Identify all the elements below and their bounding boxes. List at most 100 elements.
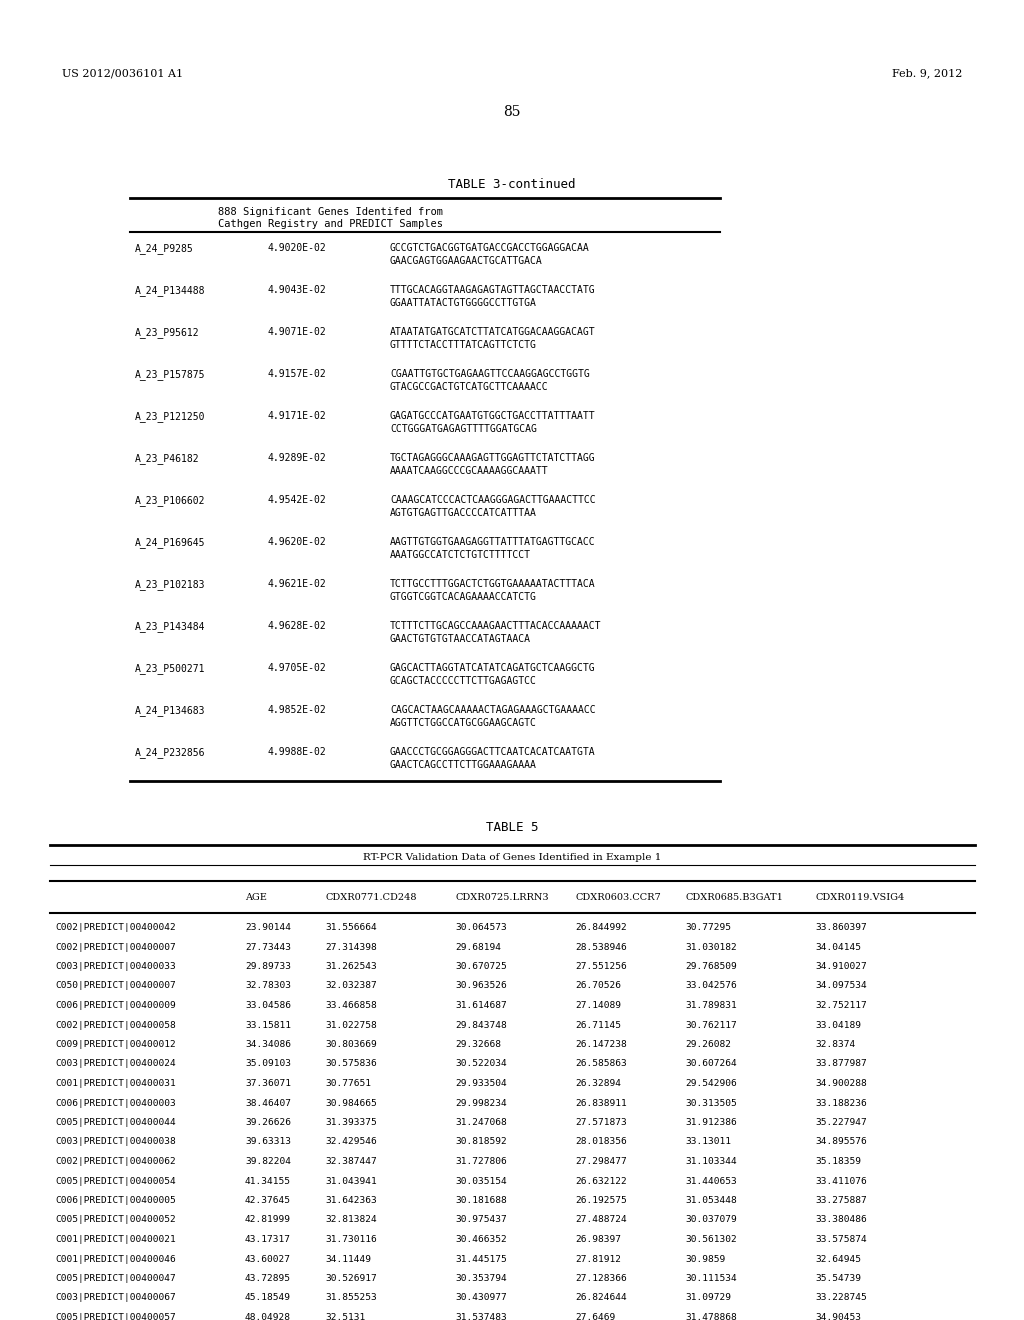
Text: GTGGTCGGTCACAGAAAACCATCTG: GTGGTCGGTCACAGAAAACCATCTG bbox=[390, 591, 537, 602]
Text: AGE: AGE bbox=[245, 894, 267, 902]
Text: 31.537483: 31.537483 bbox=[455, 1313, 507, 1320]
Text: 34.097534: 34.097534 bbox=[815, 982, 866, 990]
Text: 31.556664: 31.556664 bbox=[325, 923, 377, 932]
Text: CDXR0119.VSIG4: CDXR0119.VSIG4 bbox=[815, 894, 904, 902]
Text: A_24_P232856: A_24_P232856 bbox=[135, 747, 206, 758]
Text: 26.838911: 26.838911 bbox=[575, 1098, 627, 1107]
Text: C002|PREDICT|00400007: C002|PREDICT|00400007 bbox=[55, 942, 176, 952]
Text: A_23_P143484: A_23_P143484 bbox=[135, 620, 206, 632]
Text: A_24_P134683: A_24_P134683 bbox=[135, 705, 206, 715]
Text: 32.752117: 32.752117 bbox=[815, 1001, 866, 1010]
Text: AGGTTCTGGCCATGCGGAAGCAGTC: AGGTTCTGGCCATGCGGAAGCAGTC bbox=[390, 718, 537, 729]
Text: 4.9289E-02: 4.9289E-02 bbox=[268, 453, 327, 463]
Text: 33.188236: 33.188236 bbox=[815, 1098, 866, 1107]
Text: Feb. 9, 2012: Feb. 9, 2012 bbox=[892, 69, 962, 78]
Text: A_23_P102183: A_23_P102183 bbox=[135, 579, 206, 590]
Text: A_24_P169645: A_24_P169645 bbox=[135, 537, 206, 548]
Text: AGTGTGAGTTGACCCCATCATTTAA: AGTGTGAGTTGACCCCATCATTTAA bbox=[390, 508, 537, 517]
Text: 33.877987: 33.877987 bbox=[815, 1060, 866, 1068]
Text: C006|PREDICT|00400003: C006|PREDICT|00400003 bbox=[55, 1098, 176, 1107]
Text: GAGCACTTAGGTATCATATCAGATGCTCAAGGCTG: GAGCACTTAGGTATCATATCAGATGCTCAAGGCTG bbox=[390, 663, 596, 673]
Text: 31.393375: 31.393375 bbox=[325, 1118, 377, 1127]
Text: 31.247068: 31.247068 bbox=[455, 1118, 507, 1127]
Text: 30.77295: 30.77295 bbox=[685, 923, 731, 932]
Text: 30.466352: 30.466352 bbox=[455, 1236, 507, 1243]
Text: 30.803669: 30.803669 bbox=[325, 1040, 377, 1049]
Text: 30.670725: 30.670725 bbox=[455, 962, 507, 972]
Text: CAAAGCATCCCACTCAAGGGAGACTTGAAACTTCC: CAAAGCATCCCACTCAAGGGAGACTTGAAACTTCC bbox=[390, 495, 596, 506]
Text: 33.04586: 33.04586 bbox=[245, 1001, 291, 1010]
Text: 27.298477: 27.298477 bbox=[575, 1158, 627, 1166]
Text: 23.90144: 23.90144 bbox=[245, 923, 291, 932]
Text: GTTTTCTACCTTTATCAGTTCTCTG: GTTTTCTACCTTTATCAGTTCTCTG bbox=[390, 341, 537, 350]
Text: 33.042576: 33.042576 bbox=[685, 982, 736, 990]
Text: 32.78303: 32.78303 bbox=[245, 982, 291, 990]
Text: A_23_P106602: A_23_P106602 bbox=[135, 495, 206, 506]
Text: C002|PREDICT|00400042: C002|PREDICT|00400042 bbox=[55, 923, 176, 932]
Text: 35.09103: 35.09103 bbox=[245, 1060, 291, 1068]
Text: 27.14089: 27.14089 bbox=[575, 1001, 621, 1010]
Text: 42.37645: 42.37645 bbox=[245, 1196, 291, 1205]
Text: 34.34086: 34.34086 bbox=[245, 1040, 291, 1049]
Text: 26.32894: 26.32894 bbox=[575, 1078, 621, 1088]
Text: 26.824644: 26.824644 bbox=[575, 1294, 627, 1303]
Text: C002|PREDICT|00400062: C002|PREDICT|00400062 bbox=[55, 1158, 176, 1166]
Text: 31.730116: 31.730116 bbox=[325, 1236, 377, 1243]
Text: C003|PREDICT|00400033: C003|PREDICT|00400033 bbox=[55, 962, 176, 972]
Text: 31.614687: 31.614687 bbox=[455, 1001, 507, 1010]
Text: 33.380486: 33.380486 bbox=[815, 1216, 866, 1225]
Text: C001|PREDICT|00400046: C001|PREDICT|00400046 bbox=[55, 1254, 176, 1263]
Text: 30.975437: 30.975437 bbox=[455, 1216, 507, 1225]
Text: 26.98397: 26.98397 bbox=[575, 1236, 621, 1243]
Text: 31.445175: 31.445175 bbox=[455, 1254, 507, 1263]
Text: C009|PREDICT|00400012: C009|PREDICT|00400012 bbox=[55, 1040, 176, 1049]
Text: 31.478868: 31.478868 bbox=[685, 1313, 736, 1320]
Text: TGCTAGAGGGCAAAGAGTTGGAGTTCTATCTTAGG: TGCTAGAGGGCAAAGAGTTGGAGTTCTATCTTAGG bbox=[390, 453, 596, 463]
Text: 35.18359: 35.18359 bbox=[815, 1158, 861, 1166]
Text: GGAATTATACTGTGGGGCCTTGTGA: GGAATTATACTGTGGGGCCTTGTGA bbox=[390, 298, 537, 308]
Text: 29.26082: 29.26082 bbox=[685, 1040, 731, 1049]
Text: 26.585863: 26.585863 bbox=[575, 1060, 627, 1068]
Text: 33.575874: 33.575874 bbox=[815, 1236, 866, 1243]
Text: 29.542906: 29.542906 bbox=[685, 1078, 736, 1088]
Text: 26.844992: 26.844992 bbox=[575, 923, 627, 932]
Text: C006|PREDICT|00400005: C006|PREDICT|00400005 bbox=[55, 1196, 176, 1205]
Text: 32.5131: 32.5131 bbox=[325, 1313, 366, 1320]
Text: 37.36071: 37.36071 bbox=[245, 1078, 291, 1088]
Text: TABLE 3-continued: TABLE 3-continued bbox=[449, 178, 575, 191]
Text: 4.9852E-02: 4.9852E-02 bbox=[268, 705, 327, 715]
Text: 30.522034: 30.522034 bbox=[455, 1060, 507, 1068]
Text: 30.111534: 30.111534 bbox=[685, 1274, 736, 1283]
Text: C050|PREDICT|00400007: C050|PREDICT|00400007 bbox=[55, 982, 176, 990]
Text: 27.81912: 27.81912 bbox=[575, 1254, 621, 1263]
Text: CCTGGGATGAGAGTTTTGGATGCAG: CCTGGGATGAGAGTTTTGGATGCAG bbox=[390, 424, 537, 434]
Text: 30.526917: 30.526917 bbox=[325, 1274, 377, 1283]
Text: C006|PREDICT|00400009: C006|PREDICT|00400009 bbox=[55, 1001, 176, 1010]
Text: 888 Significant Genes Identifed from
Cathgen Registry and PREDICT Samples: 888 Significant Genes Identifed from Cat… bbox=[218, 207, 443, 228]
Text: 43.17317: 43.17317 bbox=[245, 1236, 291, 1243]
Text: 30.353794: 30.353794 bbox=[455, 1274, 507, 1283]
Text: 45.18549: 45.18549 bbox=[245, 1294, 291, 1303]
Text: 31.440653: 31.440653 bbox=[685, 1176, 736, 1185]
Text: 33.228745: 33.228745 bbox=[815, 1294, 866, 1303]
Text: 34.900288: 34.900288 bbox=[815, 1078, 866, 1088]
Text: 35.227947: 35.227947 bbox=[815, 1118, 866, 1127]
Text: 34.04145: 34.04145 bbox=[815, 942, 861, 952]
Text: 34.11449: 34.11449 bbox=[325, 1254, 371, 1263]
Text: 33.15811: 33.15811 bbox=[245, 1020, 291, 1030]
Text: 27.73443: 27.73443 bbox=[245, 942, 291, 952]
Text: 28.018356: 28.018356 bbox=[575, 1138, 627, 1147]
Text: 4.9628E-02: 4.9628E-02 bbox=[268, 620, 327, 631]
Text: 31.022758: 31.022758 bbox=[325, 1020, 377, 1030]
Text: 28.538946: 28.538946 bbox=[575, 942, 627, 952]
Text: CAGCACTAAGCAAAAACTAGAGAAAGCTGAAAACC: CAGCACTAAGCAAAAACTAGAGAAAGCTGAAAACC bbox=[390, 705, 596, 715]
Text: 31.912386: 31.912386 bbox=[685, 1118, 736, 1127]
Text: US 2012/0036101 A1: US 2012/0036101 A1 bbox=[62, 69, 183, 78]
Text: C005|PREDICT|00400047: C005|PREDICT|00400047 bbox=[55, 1274, 176, 1283]
Text: 30.963526: 30.963526 bbox=[455, 982, 507, 990]
Text: 30.313505: 30.313505 bbox=[685, 1098, 736, 1107]
Text: 43.72895: 43.72895 bbox=[245, 1274, 291, 1283]
Text: 4.9157E-02: 4.9157E-02 bbox=[268, 370, 327, 379]
Text: 26.71145: 26.71145 bbox=[575, 1020, 621, 1030]
Text: 38.46407: 38.46407 bbox=[245, 1098, 291, 1107]
